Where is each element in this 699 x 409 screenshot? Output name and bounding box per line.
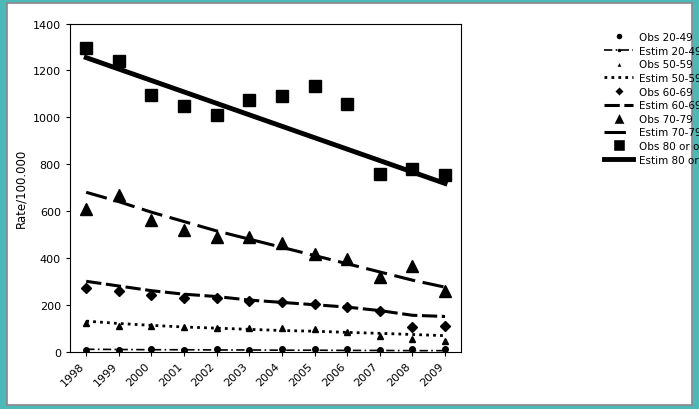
Y-axis label: Rate/100.000: Rate/100.000 [14, 148, 27, 228]
Legend: Obs 20-49, Estim 20-49, Obs 50-59, Estim 50-59, Obs 60-69, Estim 60-69, Obs 70-7: Obs 20-49, Estim 20-49, Obs 50-59, Estim… [601, 30, 699, 169]
